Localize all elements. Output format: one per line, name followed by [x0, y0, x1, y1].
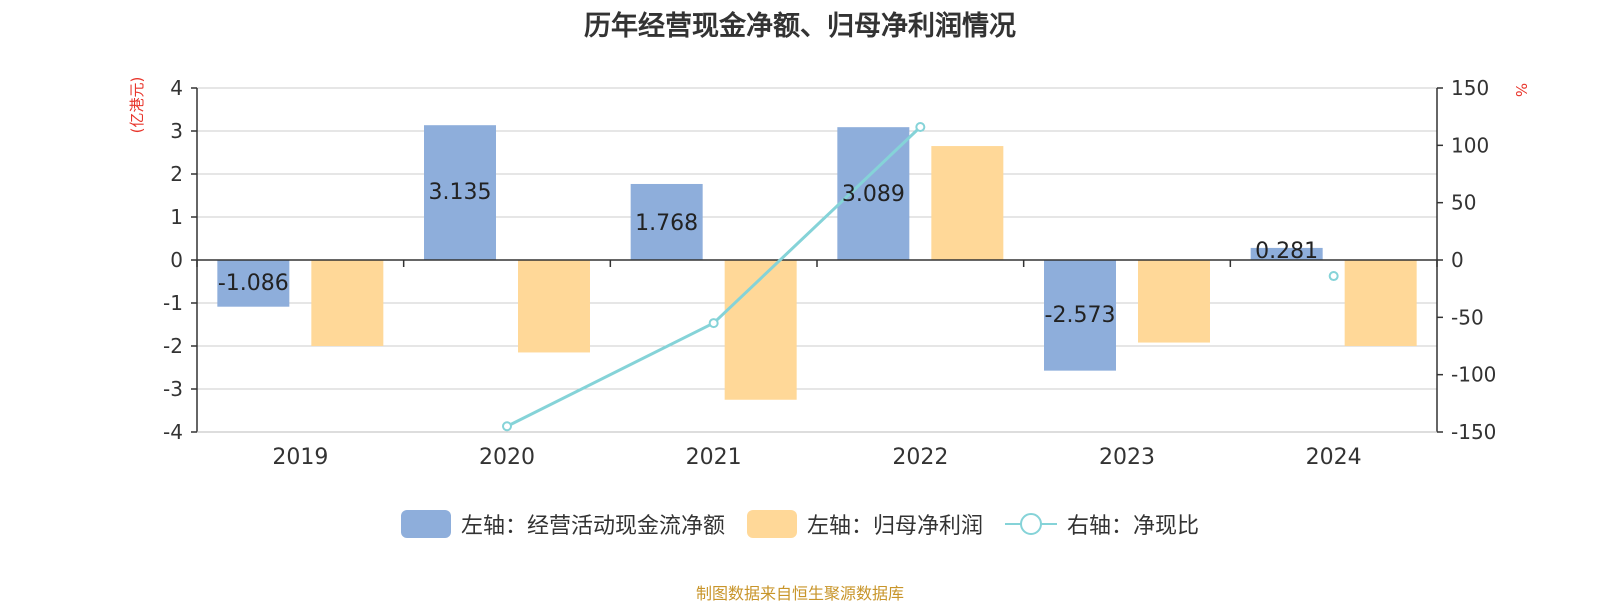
x-tick-label: 2024 — [1306, 445, 1362, 470]
ratio-point — [502, 421, 512, 432]
x-tick-label: 2023 — [1099, 445, 1155, 470]
ratio-line — [502, 121, 1339, 432]
y-right-tick-label: 100 — [1451, 133, 1489, 157]
ratio-point — [1328, 271, 1339, 282]
y-right-tick-label: 50 — [1451, 191, 1476, 215]
data-label-cashflow: -2.573 — [1045, 303, 1116, 328]
y-left-tick-label: -4 — [163, 420, 183, 444]
legend-swatch-profit — [746, 510, 797, 538]
x-tick-label: 2021 — [686, 445, 742, 470]
bar-profit — [1138, 260, 1210, 343]
legend-swatch-ratio — [1005, 513, 1057, 535]
y-right-axis-title: % — [1512, 83, 1530, 97]
legend-label-profit: 左轴：归母净利润 — [806, 514, 983, 539]
bar-profit — [311, 260, 384, 346]
x-tick-label: 2022 — [892, 445, 948, 470]
legend: 左轴：经营活动现金流净额 左轴：归母净利润 右轴：净现比 — [0, 508, 1600, 540]
y-left-tick-label: -2 — [163, 334, 183, 358]
y-left-tick-label: -3 — [163, 377, 183, 401]
y-left-tick-label: 3 — [170, 119, 183, 143]
bar-cashflow — [424, 125, 496, 260]
y-right-tick-label: 0 — [1451, 248, 1464, 272]
source-note: 制图数据来自恒生聚源数据库 — [695, 584, 904, 603]
y-right-tick-label: -100 — [1451, 363, 1496, 387]
ratio-point — [915, 121, 926, 132]
bars — [217, 125, 1417, 400]
legend-label-ratio: 右轴：净现比 — [1067, 514, 1200, 539]
data-label-cashflow: 3.089 — [842, 182, 905, 207]
y-left-tick-label: 4 — [170, 76, 183, 100]
data-label-cashflow: 0.281 — [1255, 239, 1318, 264]
ratio-point — [708, 318, 719, 329]
bar-cashflow — [217, 260, 290, 307]
bar-profit — [724, 260, 797, 400]
bar-cashflow — [1044, 260, 1116, 371]
axes: -4 -3 -2 -1 0 1 2 3 4 -150 -100 -50 0 50 100 150 2019 202… — [163, 76, 1496, 470]
bar-cashflow — [1250, 247, 1323, 260]
x-tick-label: 2019 — [272, 445, 328, 470]
y-left-tick-label: 2 — [170, 162, 183, 186]
y-right-tick-label: 150 — [1451, 76, 1489, 100]
bar-profit — [1344, 260, 1417, 346]
data-label-cashflow: 3.135 — [429, 180, 492, 205]
legend-item-profit[interactable]: 左轴：归母净利润 — [746, 508, 983, 540]
bar-cashflow — [630, 183, 703, 260]
legend-swatch-cashflow — [400, 510, 451, 538]
chart-title: 历年经营现金净额、归母净利润情况 — [584, 11, 1016, 42]
data-label-cashflow: 1.768 — [635, 211, 698, 236]
data-labels: -1.086 3.135 1.768 3.089 -2.573 0.281 — [218, 180, 1318, 328]
x-tick-label: 2020 — [479, 445, 535, 470]
legend-item-cashflow[interactable]: 左轴：经营活动现金流净额 — [400, 508, 725, 540]
legend-item-ratio[interactable]: 右轴：净现比 — [1005, 508, 1199, 540]
y-left-tick-label: 1 — [170, 205, 183, 229]
y-right-tick-label: -150 — [1451, 420, 1496, 444]
y-left-tick-label: -1 — [163, 291, 183, 315]
data-label-cashflow: -1.086 — [218, 271, 289, 296]
bar-profit — [931, 146, 1004, 260]
legend-marker — [1020, 513, 1042, 535]
y-right-tick-label: -50 — [1451, 305, 1484, 329]
bar-profit — [518, 260, 590, 353]
y-left-axis-title: (亿港元) — [128, 77, 146, 134]
y-left-tick-label: 0 — [170, 248, 183, 272]
legend-label-cashflow: 左轴：经营活动现金流净额 — [460, 514, 725, 539]
